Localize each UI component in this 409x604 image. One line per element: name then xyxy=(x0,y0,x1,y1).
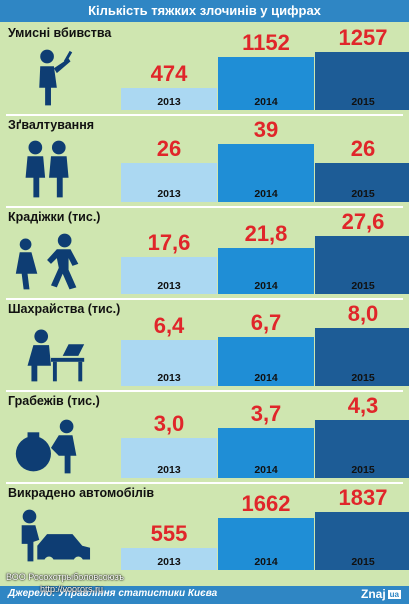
watermark-text: ВОО Росохотрыболовсоюзъ xyxy=(6,572,125,582)
value-label: 39 xyxy=(253,117,279,142)
panel-title: Умисні вбивства xyxy=(8,26,112,40)
chart-panel: Шахрайства (тис.) 2013 6,4 2014 6,7 2015 8,0 xyxy=(0,298,409,392)
value-label: 8,0 xyxy=(347,301,379,326)
year-label: 2014 xyxy=(254,280,278,292)
bar-2013: 2013 xyxy=(121,438,217,478)
bar-2014: 2014 xyxy=(218,57,314,110)
panel-divider xyxy=(6,114,403,116)
value-label: 27,6 xyxy=(341,209,385,234)
bar-2014: 2014 xyxy=(218,248,314,294)
year-label: 2014 xyxy=(254,372,278,384)
bar-2014: 2014 xyxy=(218,428,314,478)
chart-panel: Крадіжки (тис.) 2013 17,6 2014 21,8 2015 27,6 xyxy=(0,206,409,300)
value-label: 474 xyxy=(150,61,188,86)
knife-attacker-icon xyxy=(39,49,73,106)
bar-2014: 2014 xyxy=(218,337,314,386)
bar-2014: 2014 xyxy=(218,144,314,202)
value-label: 1662 xyxy=(241,491,291,516)
year-label: 2013 xyxy=(157,188,181,200)
panel-divider xyxy=(6,206,403,208)
value-label: 3,7 xyxy=(250,401,282,426)
source-note: Джерело: Управління статистики Києва xyxy=(8,588,218,599)
watermark-url: http://voorors.ru xyxy=(40,584,104,594)
panel-divider xyxy=(6,482,403,484)
panel-divider xyxy=(6,298,403,300)
car-thief-icon xyxy=(21,509,91,567)
value-label: 1837 xyxy=(338,485,388,510)
brand-name: Znaj xyxy=(360,587,386,601)
value-label: 1152 xyxy=(242,30,290,55)
bar-2013: 2013 xyxy=(121,548,217,570)
bar-2015: 2015 xyxy=(315,163,409,202)
bar-2015: 2015 xyxy=(315,52,409,110)
year-label: 2014 xyxy=(254,96,278,108)
year-label: 2015 xyxy=(351,372,375,384)
year-label: 2013 xyxy=(157,372,181,384)
year-label: 2014 xyxy=(254,464,278,476)
year-label: 2015 xyxy=(351,280,375,292)
value-label: 26 xyxy=(350,136,376,161)
value-label: 6,7 xyxy=(250,310,282,335)
year-label: 2014 xyxy=(254,556,278,568)
year-label: 2015 xyxy=(351,464,375,476)
person-at-laptop-icon xyxy=(27,329,85,382)
bar-2015: 2015 xyxy=(315,236,409,294)
chart-title: Кількість тяжких злочинів у цифрах xyxy=(88,3,321,18)
footer-bar xyxy=(0,586,409,604)
brand-logo: Znaj ua xyxy=(361,587,401,601)
chart-title-bar: Кількість тяжких злочинів у цифрах xyxy=(0,0,409,22)
year-label: 2015 xyxy=(351,188,375,200)
chart-panel: Викрадено автомобілів 2013 555 2014 1662 2015… xyxy=(0,482,409,576)
value-label: 3,0 xyxy=(153,411,185,436)
bar-2015: 2015 xyxy=(315,328,409,386)
chart-panel: Умисні вбивства 2013 474 2014 1152 2015 1257 xyxy=(0,24,409,116)
year-label: 2013 xyxy=(157,464,181,476)
bar-2013: 2013 xyxy=(121,257,217,294)
bar-2014: 2014 xyxy=(218,518,314,570)
bar-2013: 2013 xyxy=(121,88,217,110)
panel-title: Грабежів (тис.) xyxy=(8,394,100,408)
value-label: 4,3 xyxy=(347,393,379,418)
chart-panel: Зґвалтування 2013 26 2014 39 2015 26 xyxy=(0,114,409,208)
panel-title: Шахрайства (тис.) xyxy=(8,302,121,316)
year-label: 2013 xyxy=(157,556,181,568)
value-label: 26 xyxy=(156,136,182,161)
value-label: 21,8 xyxy=(244,221,288,246)
year-label: 2013 xyxy=(157,96,181,108)
panel-title: Викрадено автомобілів xyxy=(8,486,155,500)
panel-divider xyxy=(6,390,403,392)
panel-title: Зґвалтування xyxy=(8,118,95,132)
year-label: 2013 xyxy=(157,280,181,292)
bar-2015: 2015 xyxy=(315,420,409,478)
year-label: 2014 xyxy=(254,188,278,200)
bar-2013: 2013 xyxy=(121,340,217,386)
chart-panel: Грабежів (тис.) 2013 3,0 2014 3,7 2015 4,3 xyxy=(0,390,409,484)
year-label: 2015 xyxy=(351,556,375,568)
thief-running-icon xyxy=(15,233,79,290)
value-label: 6,4 xyxy=(153,313,185,338)
two-figures-icon xyxy=(25,140,69,198)
bar-2013: 2013 xyxy=(121,163,217,202)
bar-2015: 2015 xyxy=(315,512,409,570)
value-label: 17,6 xyxy=(147,230,191,255)
panel-title: Крадіжки (тис.) xyxy=(8,210,101,224)
value-label: 555 xyxy=(150,521,188,546)
brand-suffix: ua xyxy=(387,590,401,600)
value-label: 1257 xyxy=(338,25,388,50)
year-label: 2015 xyxy=(351,96,375,108)
money-bag-thief-icon xyxy=(15,419,77,474)
charts-container: Умисні вбивства 2013 474 2014 1152 2015 1257 Зґ… xyxy=(0,24,409,580)
